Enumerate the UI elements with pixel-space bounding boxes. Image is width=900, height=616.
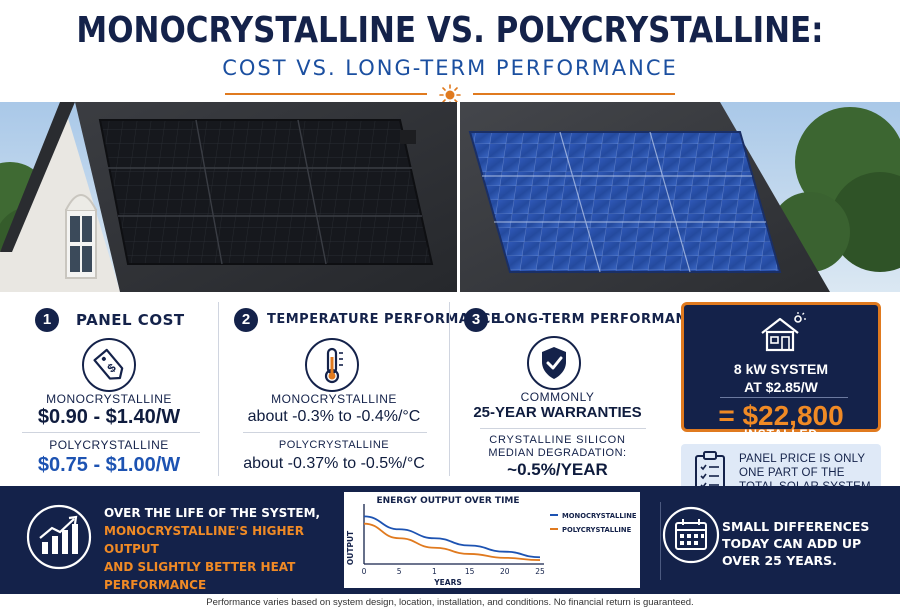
band-line-1: OVER THE LIFE OF THE SYSTEM,	[104, 506, 321, 520]
band-right-message: SMALL DIFFERENCES TODAY CAN ADD UP OVER …	[722, 518, 892, 569]
band-right-line-2: TODAY CAN ADD UP	[722, 536, 862, 551]
mono-label: MONOCRYSTALLINE	[271, 392, 397, 406]
chart-x-tick-label: 15	[465, 567, 475, 576]
panel-longterm: 3 LONG-TERM PERFORMANCE COMMONLY 25-YEAR…	[450, 292, 706, 484]
thermometer-icon	[305, 338, 359, 392]
chart-svg: ENERGY OUTPUT OVER TIME OUTPUT YEARS 0 5 1…	[346, 496, 637, 587]
poly-label: POLYCRYSTALLINE	[49, 438, 169, 452]
system-cost-box: 8 kW SYSTEM AT $2.85/W = $22,800 INSTALL…	[681, 302, 881, 441]
price-tag-icon: $	[82, 338, 136, 392]
sun-icon	[439, 84, 461, 104]
panel-heading: LONG-TERM PERFORMANCE	[496, 312, 707, 327]
roof-photo	[0, 102, 900, 292]
degradation-line-2: MEDIAN DEGRADATION:	[488, 447, 627, 459]
chart-x-tick-label: 25	[535, 567, 545, 576]
mono-temp-value: about -0.3% to -0.4%/°C	[247, 408, 421, 425]
step-number-3: 3	[464, 308, 488, 332]
chart-series-line-mono	[363, 515, 541, 559]
warranty-line-1: COMMONLY	[520, 390, 595, 404]
chart-x-tick-label: 20	[500, 567, 510, 576]
panel-heading: PANEL COST	[76, 311, 185, 329]
chart-legend: MONOCRYSTALLINE POLYCRYSTALLINE	[550, 512, 637, 534]
mono-cost-value: $0.90 - $1.40/W	[37, 406, 181, 428]
warranty-line-2: 25-YEAR WARRANTIES	[473, 404, 642, 421]
growth-chart-icon	[26, 504, 92, 570]
degradation-line-1: CRYSTALLINE SILICON	[489, 434, 626, 446]
house-solar-icon	[761, 312, 806, 352]
energy-output-chart: ENERGY OUTPUT OVER TIME OUTPUT YEARS 0 5 1…	[344, 492, 640, 588]
step-number-1: 1	[35, 308, 59, 332]
band-right-line-1: SMALL DIFFERENCES	[722, 519, 870, 534]
panel-cost: 1 PANEL COST $ MONOCRYSTALLINE $0.90 - $…	[0, 292, 218, 484]
header: MONOCRYSTALLINE VS. POLYCRYSTALLINE: COS…	[0, 0, 900, 104]
chart-y-label: OUTPUT	[346, 530, 355, 565]
system-price-per-watt: AT $2.85/W	[744, 379, 818, 395]
chart-lines	[363, 515, 541, 561]
chart-series-line-poly	[363, 522, 541, 561]
chart-x-tick-label: 5	[397, 567, 402, 576]
band-line-2: MONOCRYSTALLINE'S HIGHER OUTPUT	[104, 524, 304, 556]
chart-x-tick-label: 0	[362, 567, 367, 576]
band-message: OVER THE LIFE OF THE SYSTEM, MONOCRYSTAL…	[104, 504, 344, 612]
panel-heading: TEMPERATURE PERFORMANCE	[267, 312, 501, 327]
installed-label: INSTALLED	[744, 427, 818, 441]
mono-label: MONOCRYSTALLINE	[46, 392, 172, 406]
system-total-cost: = $22,800	[718, 400, 844, 431]
footer-disclaimer: Performance varies based on system desig…	[206, 597, 694, 608]
panel-temperature: 2 TEMPERATURE PERFORMANCE MONOCRYSTALLIN…	[219, 292, 500, 484]
bottom-band: OVER THE LIFE OF THE SYSTEM, MONOCRYSTAL…	[0, 486, 900, 610]
band-line-3: AND SLIGHTLY BETTER HEAT PERFORMANCE	[104, 560, 296, 592]
chart-title: ENERGY OUTPUT OVER TIME	[376, 496, 519, 506]
page-subtitle: COST VS. LONG-TERM PERFORMANCE	[222, 56, 678, 80]
chart-ticks: 0 5 1 15 20 25	[362, 567, 545, 576]
poly-label: POLYCRYSTALLINE	[278, 439, 390, 451]
step-number-2: 2	[234, 308, 258, 332]
title-divider	[225, 84, 675, 104]
calendar-icon	[662, 506, 720, 564]
roof-illustration	[0, 102, 900, 292]
chart-x-tick-label: 1	[432, 567, 437, 576]
legend-label: POLYCRYSTALLINE	[562, 526, 632, 534]
system-size: 8 kW SYSTEM	[733, 361, 829, 377]
degradation-value: ~0.5%/YEAR	[507, 460, 608, 479]
chart-axes	[363, 504, 544, 565]
poly-cost-value: $0.75 - $1.00/W	[37, 454, 181, 476]
info-panels: 1 PANEL COST $ MONOCRYSTALLINE $0.90 - $…	[0, 292, 900, 507]
shield-check-icon	[527, 336, 581, 390]
band-right-line-3: OVER 25 YEARS.	[722, 553, 837, 568]
legend-label: MONOCRYSTALLINE	[562, 512, 637, 520]
poly-temp-value: about -0.37% to -0.5%/°C	[243, 455, 425, 472]
page-title: MONOCRYSTALLINE VS. POLYCRYSTALLINE:	[76, 10, 824, 51]
band-line-4: CAN MATTER.	[104, 596, 196, 610]
chart-x-label: YEARS	[433, 578, 462, 587]
